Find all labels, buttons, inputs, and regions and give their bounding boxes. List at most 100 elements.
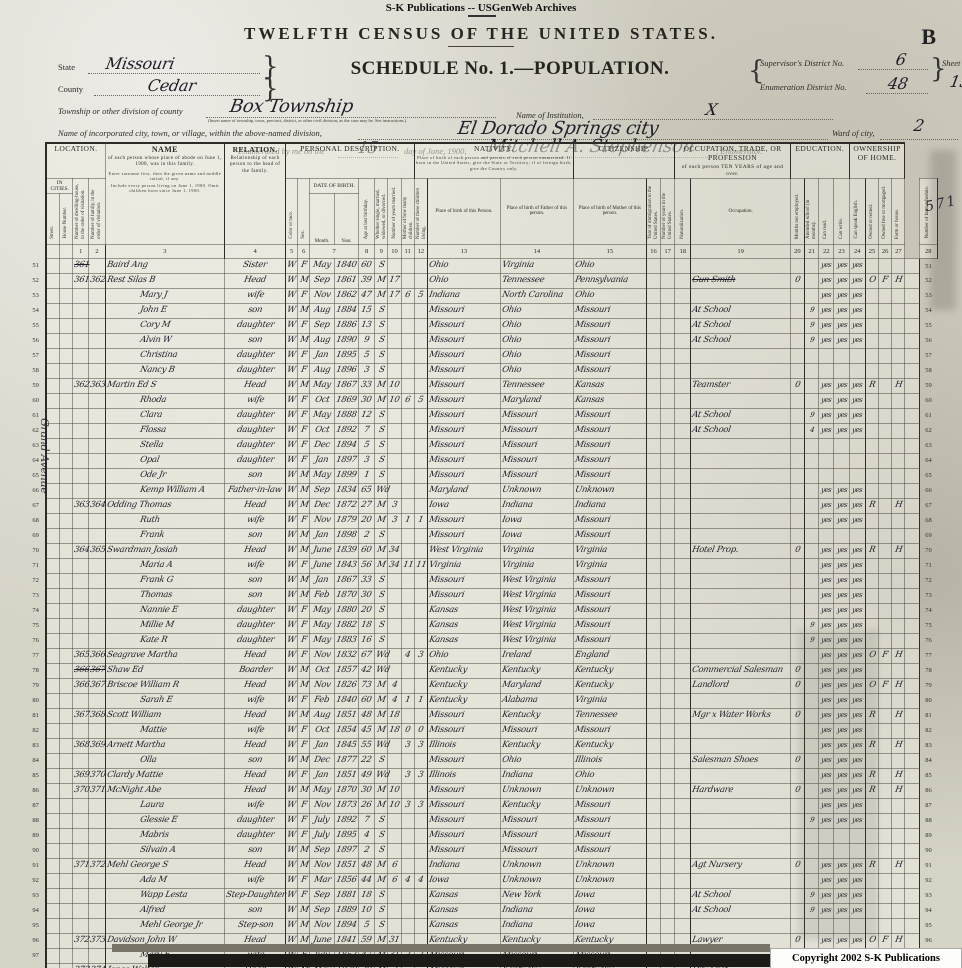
- cell-months_unemployed: 0: [789, 932, 806, 949]
- cell-street: [45, 692, 60, 709]
- cell-farm_or_house: [891, 632, 906, 649]
- cell-can_write: yes: [833, 302, 850, 319]
- cell-month: Jan: [309, 452, 335, 469]
- line-number: 68: [925, 517, 932, 525]
- line-number: 72: [32, 577, 39, 585]
- cell-father_birthplace: West Virginia: [499, 587, 574, 604]
- cell-years_in_us: [660, 377, 676, 394]
- cell-school_months: [804, 287, 820, 304]
- cell-farm_or_house: [891, 902, 906, 919]
- line-number: 87: [32, 802, 39, 810]
- table-row: 79 366 367 Briscoe William R Head W M Nov 1826 73…: [26, 677, 938, 694]
- line-number: 74: [32, 607, 39, 615]
- cell-street: [45, 887, 60, 904]
- cell-school_months: [804, 587, 820, 604]
- cell-school_months: [804, 437, 820, 454]
- cell-farm_or_house: H: [891, 542, 906, 559]
- cell-children_living: 1: [413, 692, 428, 709]
- cell-can_read: [818, 362, 835, 379]
- cell-dwelling: [72, 467, 90, 484]
- cell-marital: Wd: [374, 737, 391, 754]
- cell-occupation: At School: [690, 902, 791, 919]
- cell-marital: Wd: [374, 647, 391, 664]
- cell-year: 1843: [333, 557, 359, 574]
- table-row: 73 Thomas son W M Feb 1870 30 S Missouri West Virg…: [26, 587, 938, 604]
- cell-can_read: yes: [818, 302, 835, 319]
- line-number: 69: [32, 532, 39, 540]
- cell-occupation: [690, 452, 791, 469]
- cell-dwelling: [72, 842, 90, 859]
- colnum-13: 13: [426, 243, 501, 259]
- line-number: 85: [925, 772, 932, 780]
- cell-relation: Head: [224, 677, 287, 694]
- cell-street: [45, 392, 60, 409]
- cell-dwelling: [72, 407, 90, 424]
- cell-father_birthplace: Maryland: [499, 392, 574, 409]
- line-number: 61: [32, 412, 39, 420]
- cell-children_living: 5: [413, 392, 428, 409]
- cell-sex: F: [297, 617, 311, 634]
- cell-mother_of: [400, 257, 415, 274]
- cell-children_living: [413, 602, 428, 619]
- cell-birthplace: Virginia: [426, 557, 501, 574]
- cell-year: 1883: [333, 632, 359, 649]
- scan-edge-shadow: [930, 150, 956, 310]
- cell-school_months: [804, 557, 820, 574]
- cell-farm_or_house: [891, 827, 906, 844]
- cell-can_speak_english: yes: [848, 587, 866, 604]
- cell-occupation: [690, 512, 791, 529]
- cell-father_birthplace: Tennessee: [499, 272, 574, 289]
- cell-can_write: yes: [833, 392, 850, 409]
- cell-street: [45, 827, 60, 844]
- cell-month: Dec: [309, 497, 335, 514]
- cell-free_or_mortgaged: [878, 257, 893, 274]
- cell-months_unemployed: [789, 407, 806, 424]
- nativity-sub: Place of birth of each person and parent…: [416, 155, 572, 171]
- line-number: 77: [925, 652, 932, 660]
- cell-children_living: 3: [413, 797, 428, 814]
- cell-age: 42: [357, 662, 376, 679]
- cell-sex: F: [297, 692, 311, 709]
- page-title: TWELFTH CENSUS OF THE UNITED STATES.: [244, 24, 718, 43]
- cell-month: Nov: [309, 287, 335, 304]
- line-number: 83: [32, 742, 39, 750]
- cell-house: [58, 377, 74, 394]
- cell-months_unemployed: 0: [789, 662, 806, 679]
- cell-naturalization: [674, 482, 692, 499]
- cell-naturalization: [674, 257, 692, 274]
- supervisor-label: Supervisor's District No.: [760, 58, 845, 68]
- cell-school_months: [804, 497, 820, 514]
- cell-street: [45, 287, 60, 304]
- cell-birthplace: Kansas: [426, 617, 501, 634]
- cell-family: 365: [88, 542, 107, 559]
- cell-age: 65: [357, 482, 376, 499]
- cell-can_read: yes: [818, 572, 835, 589]
- line-number-header-right: [905, 143, 919, 258]
- cell-father_birthplace: Alabama: [499, 692, 574, 709]
- cell-house: [58, 527, 74, 544]
- cell-marital: S: [374, 467, 389, 484]
- cell-immigration_year: [645, 902, 662, 919]
- cell-can_write: yes: [833, 647, 850, 664]
- cell-mother_birthplace: Missouri: [572, 362, 647, 379]
- cell-sex: F: [297, 737, 311, 754]
- cell-age: 18: [357, 887, 376, 904]
- cell-sex: F: [297, 872, 311, 889]
- cell-family: [88, 947, 106, 964]
- cell-birthplace: Kentucky: [426, 662, 501, 679]
- cell-age: 60: [357, 542, 376, 559]
- cell-year: 1895: [333, 347, 359, 364]
- cell-children_living: [413, 452, 428, 469]
- cell-can_write: [833, 362, 850, 379]
- table-row: 95 Mehl George Jr Step-son W M Nov 1894 5 S Kansa…: [26, 917, 938, 934]
- cell-father_birthplace: Indiana: [499, 902, 574, 919]
- supervisor-line: [858, 68, 928, 70]
- cell-mother_birthplace: Kentucky: [572, 737, 647, 754]
- cell-relation: son: [224, 332, 287, 349]
- cell-birthplace: Missouri: [426, 827, 501, 844]
- cell-father_birthplace: Missouri: [499, 407, 574, 424]
- cell-yrs_married: 34: [387, 542, 402, 559]
- cell-house: [58, 797, 74, 814]
